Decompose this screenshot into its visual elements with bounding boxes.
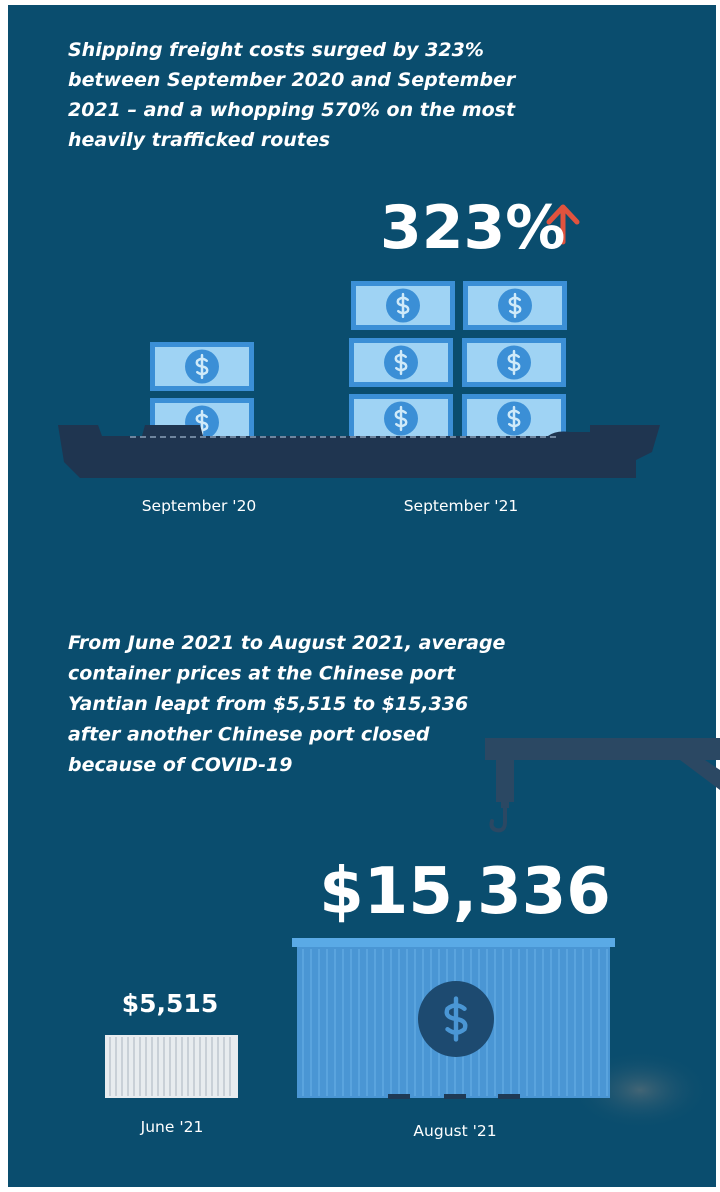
paragraph-line: heavily trafficked routes <box>68 129 330 151</box>
crane-cable <box>496 760 514 802</box>
paragraph-line: Yantian leapt from $5,515 to $15,336 <box>68 693 468 715</box>
container-foot <box>498 1094 520 1099</box>
bill <box>349 338 453 387</box>
headline: 323% <box>380 193 565 263</box>
bill <box>349 394 453 443</box>
container-top <box>292 938 615 947</box>
paragraph-line: after another Chinese port closed <box>68 724 430 746</box>
before-price: $5,515 <box>122 989 218 1018</box>
container-foot <box>444 1094 466 1099</box>
paragraph-line: From June 2021 to August 2021, average <box>68 632 506 654</box>
paragraph-line: 2021 – and a whopping 570% on the most <box>68 99 516 121</box>
after-price: $15,336 <box>319 855 611 929</box>
paragraph-line: between September 2020 and September <box>68 69 517 91</box>
ship-label: September '21 <box>404 497 519 515</box>
bill <box>463 281 567 330</box>
bill <box>351 281 455 330</box>
infographic: 323% September '20 September '21 $15,336… <box>0 0 720 1192</box>
container-label: August '21 <box>413 1122 496 1140</box>
paragraph-line: container prices at the Chinese port <box>68 663 456 685</box>
bill <box>462 338 566 387</box>
paragraph-line: Shipping freight costs surged by 323% <box>68 39 484 61</box>
ship-label: September '20 <box>142 497 257 515</box>
crane-arm <box>485 738 720 760</box>
paragraph-line: because of COVID-19 <box>68 754 292 776</box>
page: 323% September '20 September '21 $15,336… <box>0 0 720 1192</box>
container-foot <box>388 1094 410 1099</box>
container-label: June '21 <box>140 1118 204 1136</box>
bill <box>150 342 254 391</box>
